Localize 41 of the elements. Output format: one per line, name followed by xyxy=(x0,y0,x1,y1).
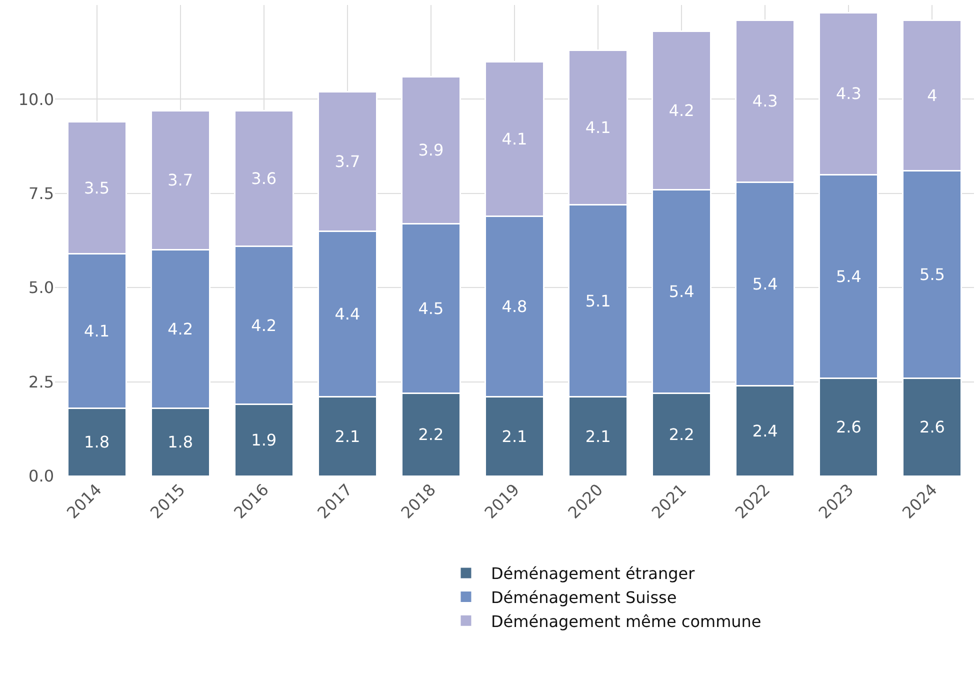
data-label: 3.6 xyxy=(251,168,277,188)
y-tick-label: 7.5 xyxy=(28,184,54,203)
data-label: 4.3 xyxy=(752,92,778,111)
y-tick-label: 0.0 xyxy=(28,466,54,486)
data-label: 2.4 xyxy=(752,421,778,440)
data-label: 2.1 xyxy=(585,426,611,446)
data-label: 1.8 xyxy=(168,432,194,452)
data-label: 2.6 xyxy=(920,418,945,437)
data-label: 5.4 xyxy=(836,266,862,286)
data-label: 1.8 xyxy=(84,432,110,452)
legend-label: Déménagement Suisse xyxy=(490,588,677,608)
data-label: 3.7 xyxy=(168,170,194,190)
y-tick-label: 2.5 xyxy=(28,372,54,392)
data-label: 4.1 xyxy=(502,129,528,148)
legend-label: Déménagement étranger xyxy=(490,564,696,584)
y-tick-label: 10.0 xyxy=(18,90,54,109)
data-label: 1.9 xyxy=(251,430,277,450)
data-label: 3.9 xyxy=(418,140,444,160)
data-label: 4.2 xyxy=(668,101,694,120)
data-label: 2.2 xyxy=(418,425,444,444)
legend-label: Déménagement même commune xyxy=(490,612,762,631)
data-label: 4.8 xyxy=(502,296,528,316)
data-label: 2.6 xyxy=(836,418,862,437)
data-label: 4.1 xyxy=(585,118,611,137)
data-label: 3.5 xyxy=(84,178,110,198)
data-label: 5.4 xyxy=(668,282,694,301)
data-label: 2.2 xyxy=(668,425,694,444)
data-label: 4.3 xyxy=(836,84,862,104)
data-label: 5.5 xyxy=(920,264,945,284)
data-label: 5.4 xyxy=(752,274,778,294)
data-label: 4.1 xyxy=(84,321,110,340)
data-label: 4.5 xyxy=(418,298,444,318)
data-label: 2.1 xyxy=(502,426,528,446)
data-label: 4.2 xyxy=(251,316,277,335)
data-label: 4.2 xyxy=(168,320,194,339)
data-label: 4 xyxy=(927,86,938,105)
y-tick-label: 5.0 xyxy=(28,278,54,298)
data-label: 5.1 xyxy=(585,291,611,310)
data-label: 4.4 xyxy=(334,304,360,324)
data-label: 2.1 xyxy=(334,426,360,446)
data-label: 3.7 xyxy=(334,152,360,171)
